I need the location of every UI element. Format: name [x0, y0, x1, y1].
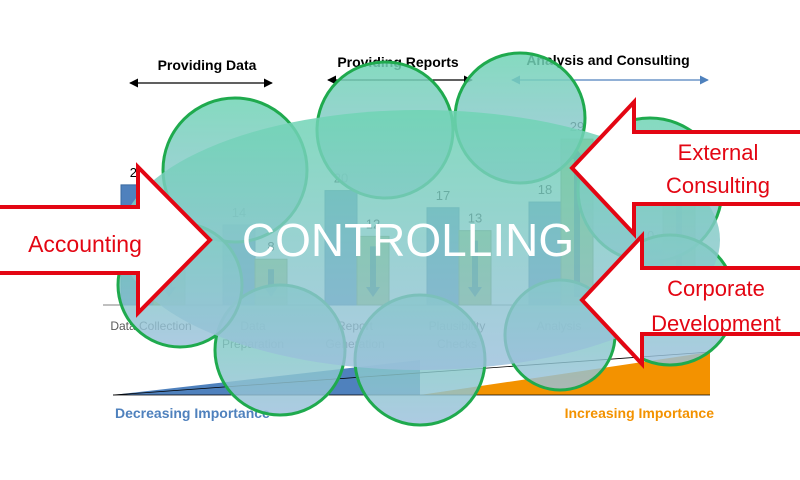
- controlling-cloud: CONTROLLING: [116, 51, 737, 427]
- decreasing-importance-label: Decreasing Importance: [115, 405, 270, 421]
- phase-headers: Providing Data Providing Reports Analysi…: [129, 52, 709, 88]
- phase-label-providing-data: Providing Data: [158, 57, 257, 73]
- corporate-development-label-line1: Corporate: [667, 276, 765, 301]
- accounting-label: Accounting: [28, 231, 142, 257]
- phase-label-analysis-consulting: Analysis and Consulting: [526, 52, 689, 68]
- accounting-arrow: [0, 162, 213, 318]
- input-arrows: Accounting External Consulting Corporate…: [0, 96, 800, 370]
- increasing-importance-label: Increasing Importance: [565, 405, 715, 421]
- external-consulting-label-line2: Consulting: [666, 173, 770, 198]
- external-consulting-label-line1: External: [678, 140, 759, 165]
- corporate-development-arrow: [579, 230, 800, 370]
- corporate-development-label-line2: Development: [651, 311, 781, 336]
- controlling-label: CONTROLLING: [242, 214, 574, 266]
- external-consulting-arrow: [569, 96, 800, 240]
